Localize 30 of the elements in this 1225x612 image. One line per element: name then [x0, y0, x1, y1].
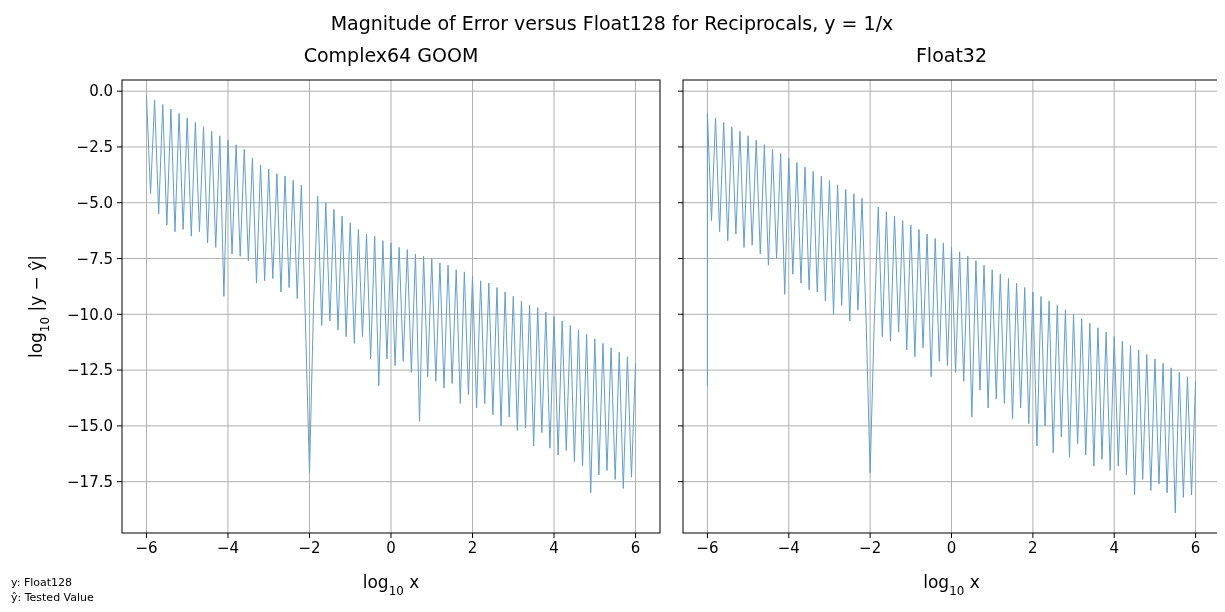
- chart-title: Complex64 GOOM: [303, 44, 479, 66]
- x-tick-label: 0: [386, 539, 396, 557]
- y-tick-label: −17.5: [67, 472, 113, 491]
- y-tick-label: −7.5: [76, 249, 113, 268]
- x-tick-label: −2: [298, 539, 321, 557]
- x-tick-label: 2: [467, 539, 478, 557]
- x-tick-label: −6: [696, 539, 719, 557]
- y-tick-label: −10.0: [67, 305, 113, 324]
- y-tick-label: −5.0: [76, 193, 113, 212]
- y-tick-label: 0.0: [89, 82, 113, 101]
- line-series: [145, 95, 637, 494]
- text: Magnitude of Error versus Float128 for Reciprocals, y = 1/x: [330, 12, 894, 34]
- x-axis-title: log$_{10}$ x: [362, 572, 420, 598]
- x-tick-label: 6: [630, 539, 641, 557]
- x-tick-label: −4: [777, 539, 800, 557]
- x-tick-label: 4: [549, 539, 559, 557]
- x-tick-label: −4: [216, 539, 240, 557]
- text: ŷ: Tested Value: [11, 591, 95, 604]
- x-axis-title: log$_{10}$ x: [923, 572, 980, 598]
- x-tick-label: −6: [135, 539, 158, 557]
- chart-title: Float32: [915, 44, 988, 66]
- y-tick-label: −15.0: [67, 417, 113, 436]
- y-tick-label: −2.5: [76, 138, 113, 157]
- text: y: Float128: [11, 576, 73, 589]
- y-tick-label: −12.5: [67, 361, 113, 380]
- x-tick-label: 4: [1109, 539, 1119, 557]
- x-tick-label: −2: [859, 539, 882, 557]
- x-tick-label: 6: [1190, 539, 1201, 557]
- x-tick-label: 0: [946, 539, 957, 557]
- x-tick-label: 2: [1028, 539, 1038, 557]
